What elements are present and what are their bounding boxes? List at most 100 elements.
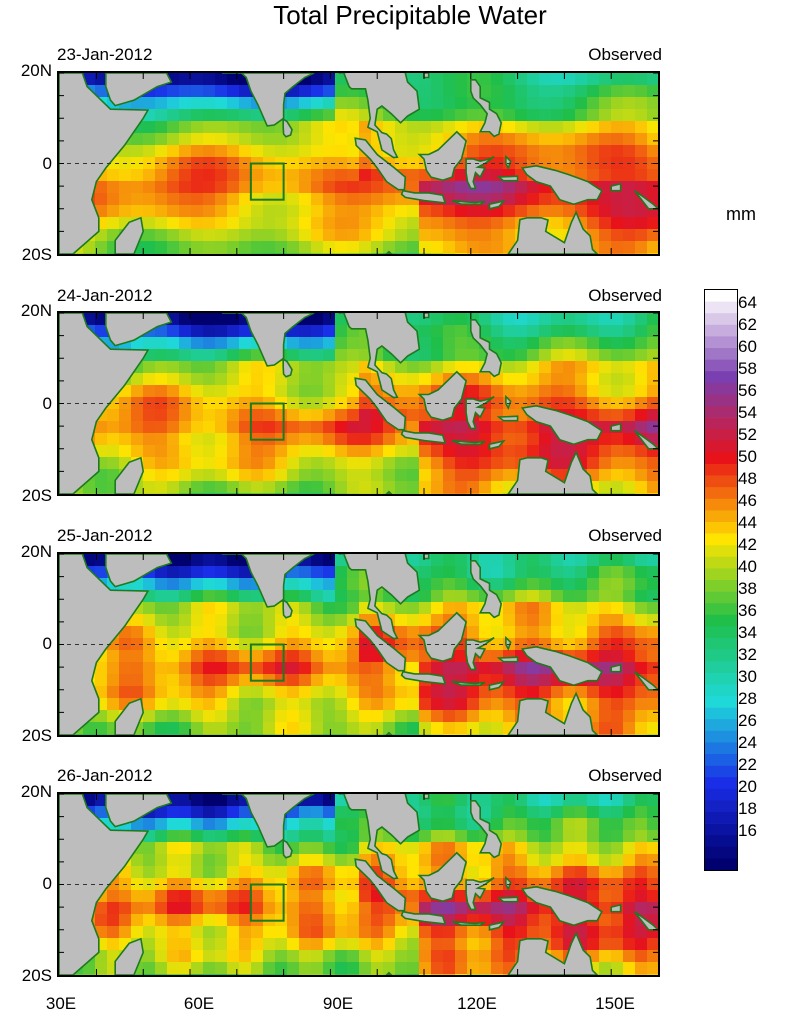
study-region-box xyxy=(249,883,285,922)
tpw-cell xyxy=(443,926,456,939)
tpw-cell xyxy=(191,794,204,807)
tpw-cell xyxy=(431,445,444,458)
tpw-cell xyxy=(527,806,540,819)
tpw-cell xyxy=(575,854,588,867)
tpw-cell xyxy=(203,818,216,831)
tpw-cell xyxy=(611,385,624,398)
tpw-cell xyxy=(551,121,564,134)
tpw-cell xyxy=(443,457,456,470)
tpw-cell xyxy=(419,818,432,831)
tpw-cell xyxy=(335,445,348,458)
tpw-cell xyxy=(227,361,240,374)
colorbar-swatch xyxy=(705,846,737,859)
tpw-cell xyxy=(203,650,216,663)
tpw-cell xyxy=(335,902,348,915)
tpw-cell xyxy=(143,385,156,398)
tpw-cell xyxy=(167,421,180,434)
tpw-cell xyxy=(179,481,192,494)
tpw-cell xyxy=(311,650,324,663)
tpw-cell xyxy=(299,722,312,735)
tpw-cell xyxy=(479,722,492,735)
tpw-cell xyxy=(611,962,624,975)
tpw-cell xyxy=(611,121,624,134)
tpw-cell xyxy=(407,73,420,86)
tpw-cell xyxy=(371,674,384,687)
tpw-cell xyxy=(119,205,132,218)
tpw-cell xyxy=(239,962,252,975)
tpw-cell xyxy=(143,698,156,711)
tpw-cell xyxy=(467,493,480,494)
tpw-cell xyxy=(431,229,444,242)
tpw-cell xyxy=(611,193,624,206)
tpw-cell xyxy=(311,590,324,603)
colorbar-label: 16 xyxy=(738,821,757,840)
tpw-cell xyxy=(299,421,312,434)
tpw-cell xyxy=(323,445,336,458)
tpw-cell xyxy=(407,373,420,386)
tpw-cell xyxy=(575,85,588,98)
panel3-date: 25-Jan-2012 xyxy=(57,526,153,545)
tpw-cell xyxy=(443,193,456,206)
tpw-cell xyxy=(155,626,168,639)
tpw-cell xyxy=(503,686,516,699)
tpw-cell xyxy=(527,205,540,218)
panel4-date: 26-Jan-2012 xyxy=(57,766,153,785)
tpw-cell xyxy=(323,830,336,843)
landmass xyxy=(507,450,599,494)
tpw-cell xyxy=(311,566,324,579)
tpw-cell xyxy=(407,554,420,567)
tpw-cell xyxy=(191,325,204,338)
tpw-cell xyxy=(479,217,492,230)
tpw-cell xyxy=(299,337,312,350)
tpw-cell xyxy=(335,566,348,579)
tpw-cell xyxy=(647,349,658,362)
tpw-cell xyxy=(107,421,120,434)
tpw-cell xyxy=(635,578,648,591)
tpw-cell xyxy=(383,842,396,855)
tpw-cell xyxy=(299,145,312,158)
tpw-cell xyxy=(503,181,516,194)
tpw-cell xyxy=(143,193,156,206)
tpw-cell xyxy=(359,674,372,687)
tpw-cell xyxy=(455,361,468,374)
tpw-cell xyxy=(635,109,648,122)
tpw-cell xyxy=(251,842,264,855)
tpw-cell xyxy=(179,421,192,434)
tpw-cell xyxy=(143,373,156,386)
tpw-cell xyxy=(587,109,600,122)
tpw-cell xyxy=(599,361,612,374)
tpw-cell xyxy=(215,578,228,591)
tpw-cell xyxy=(611,674,624,687)
tpw-cell xyxy=(479,734,492,735)
colorbar-swatch xyxy=(705,394,737,407)
tpw-cell xyxy=(155,97,168,110)
panel3-status: Observed xyxy=(588,526,662,545)
tpw-cell xyxy=(527,602,540,615)
landmass xyxy=(610,422,622,432)
tpw-cell xyxy=(275,722,288,735)
tpw-cell xyxy=(167,890,180,903)
tpw-cell xyxy=(467,842,480,855)
tpw-cell xyxy=(335,133,348,146)
tpw-cell xyxy=(239,193,252,206)
tpw-cell xyxy=(263,710,276,723)
tpw-cell xyxy=(179,818,192,831)
tpw-cell xyxy=(155,890,168,903)
tpw-cell xyxy=(251,866,264,879)
tpw-cell xyxy=(443,253,456,254)
tpw-cell xyxy=(263,950,276,963)
tpw-cell xyxy=(491,181,504,194)
tpw-cell xyxy=(227,614,240,627)
tpw-cell xyxy=(611,554,624,567)
tpw-cell xyxy=(515,313,528,326)
tpw-cell xyxy=(599,854,612,867)
tpw-cell xyxy=(587,85,600,98)
tpw-cell xyxy=(395,157,408,170)
tpw-cell xyxy=(155,710,168,723)
tpw-cell xyxy=(587,794,600,807)
tpw-cell xyxy=(335,349,348,362)
tpw-cell xyxy=(275,662,288,675)
tpw-cell xyxy=(323,217,336,230)
tpw-cell xyxy=(227,686,240,699)
tpw-cell xyxy=(431,205,444,218)
